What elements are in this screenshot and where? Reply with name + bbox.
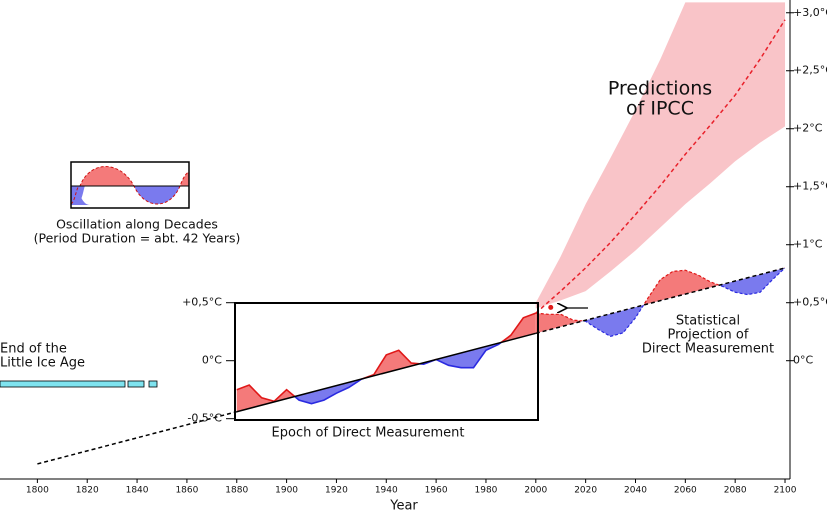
x-tick-label: 1820 xyxy=(76,486,99,496)
y-tick-label: +2°C xyxy=(793,122,823,135)
x-tick-label: 2080 xyxy=(724,486,747,496)
projection-label: Projection of xyxy=(668,328,749,343)
x-tick-label: 1940 xyxy=(375,486,398,496)
y-tick-label: +1°C xyxy=(793,238,823,251)
inner-y-tick-label: 0°C xyxy=(202,354,222,367)
x-tick-label: 1880 xyxy=(225,486,248,496)
ipcc-label: of IPCC xyxy=(626,98,694,120)
x-tick-label: 1800 xyxy=(26,486,49,496)
ipcc-band xyxy=(535,2,786,309)
projection-fill xyxy=(535,267,786,337)
x-tick-label: 2000 xyxy=(524,486,547,496)
ice-age-bars xyxy=(0,380,158,388)
inner-y-tick-label: -0,5°C xyxy=(187,412,222,425)
x-tick-label: 1900 xyxy=(275,486,298,496)
y-tick-label: +1,5°C xyxy=(793,180,827,193)
oscillation-label: (Period Duration = abt. 42 Years) xyxy=(34,231,241,246)
x-tick-label: 1980 xyxy=(475,486,498,496)
marker-point xyxy=(548,304,554,310)
projection-label: Direct Measurement xyxy=(642,342,774,357)
x-tick-label: 1960 xyxy=(425,486,448,496)
x-tick-label: 2060 xyxy=(674,486,697,496)
x-tick-label: 2100 xyxy=(774,486,797,496)
ice-age-label: End of the xyxy=(0,342,67,357)
ipcc-mean-line xyxy=(535,19,786,314)
x-tick-label: 1920 xyxy=(325,486,348,496)
projection-label: Statistical xyxy=(676,314,740,329)
trend-line xyxy=(535,267,786,335)
ice-age-label: Little Ice Age xyxy=(0,356,85,371)
oscillation-inset xyxy=(70,161,190,209)
inner-y-tick-label: +0,5°C xyxy=(182,296,222,309)
x-axis-label: Year xyxy=(389,499,418,512)
epoch-box xyxy=(234,302,539,421)
y-tick-label: 0°C xyxy=(793,354,813,367)
x-tick-label: 1860 xyxy=(175,486,198,496)
x-tick-label: 2040 xyxy=(624,486,647,496)
x-tick-label: 2020 xyxy=(574,486,597,496)
y-tick-label: +0,5°C xyxy=(793,296,827,309)
epoch-label: Epoch of Direct Measurement xyxy=(272,426,465,441)
ipcc-label: Predictions xyxy=(608,78,712,100)
oscillation-label: Oscillation along Decades xyxy=(56,217,218,232)
trend-line xyxy=(236,332,536,413)
y-tick-label: +2,5°C xyxy=(793,64,827,77)
measured-fill xyxy=(236,313,536,412)
trend-line xyxy=(37,411,237,465)
x-tick-label: 1840 xyxy=(126,486,149,496)
projection-line xyxy=(535,267,786,337)
y-tick-label: +3,0°C xyxy=(793,6,827,19)
